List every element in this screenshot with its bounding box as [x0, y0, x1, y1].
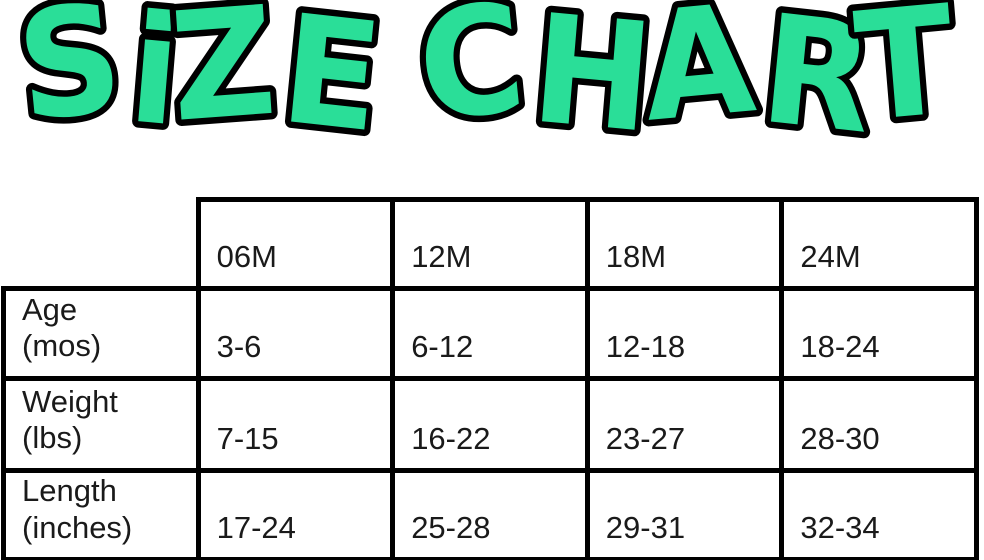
row-label-length-text: Length (inches) — [22, 473, 133, 545]
row-label-age: Age (mos) — [1, 286, 201, 381]
value-cell: 17-24 — [195, 467, 396, 560]
value-cell: 29-31 — [584, 467, 785, 560]
row-label-age-text: Age (mos) — [22, 291, 102, 364]
value-cell: 16-22 — [390, 376, 590, 473]
row-label-length: Length (inches) — [1, 467, 201, 560]
value-cell: 18-24 — [779, 286, 979, 381]
table-row-weight: Weight (lbs) 7-15 16-22 23-27 28-30 — [1, 376, 979, 473]
title-svg: SiZE CHART — [3, 0, 967, 173]
size-table: 06M 12M 18M 24M Age (mos) 3-6 6-12 12-18… — [1, 197, 979, 560]
page-title: SiZE CHART — [10, 0, 961, 163]
size-column-header-24m: 24M — [779, 197, 979, 291]
value-cell: 28-30 — [779, 376, 979, 473]
size-column-header-12m: 12M — [390, 197, 590, 291]
value-cell: 12-18 — [584, 286, 785, 381]
value-cell: 6-12 — [390, 286, 590, 381]
table-row-age: Age (mos) 3-6 6-12 12-18 18-24 — [1, 286, 979, 381]
value-cell: 7-15 — [195, 376, 396, 473]
value-cell: 23-27 — [584, 376, 785, 473]
table-row-length: Length (inches) 17-24 25-28 29-31 32-34 — [1, 467, 979, 560]
value-cell: 3-6 — [195, 286, 396, 381]
row-label-weight-text: Weight (lbs) — [22, 383, 118, 456]
title-graphic: SiZE CHART — [0, 0, 984, 173]
row-label-weight: Weight (lbs) — [1, 376, 201, 473]
value-cell: 25-28 — [390, 467, 590, 560]
size-column-header-18m: 18M — [584, 197, 785, 291]
size-column-header-06m: 06M — [195, 197, 396, 291]
table-header-row: 06M 12M 18M 24M — [3, 197, 979, 291]
table-corner-cell — [3, 199, 201, 291]
value-cell: 32-34 — [779, 467, 979, 560]
